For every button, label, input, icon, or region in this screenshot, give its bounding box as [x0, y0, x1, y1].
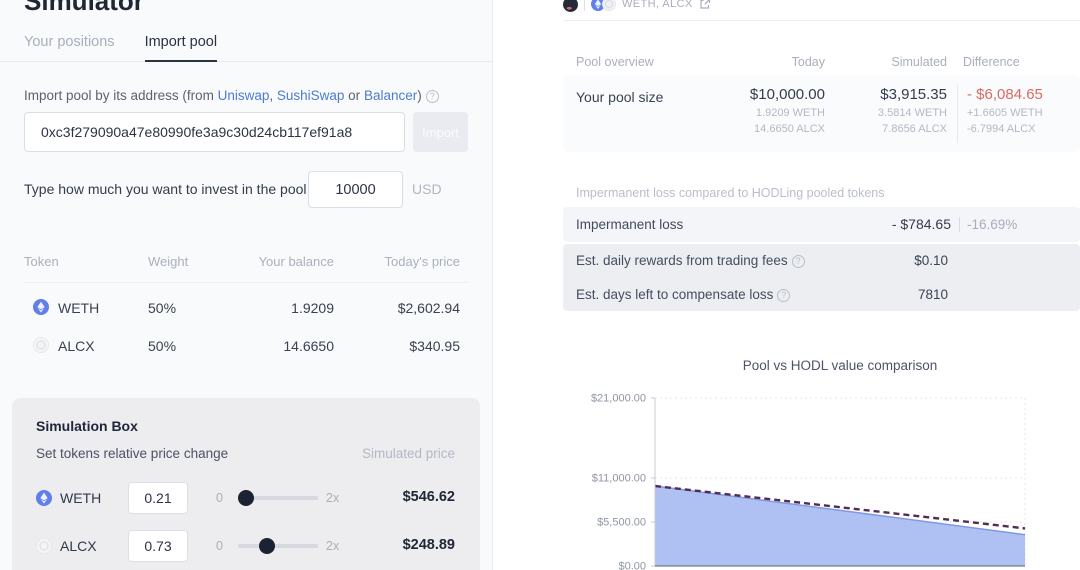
token-weight: 50% [148, 338, 177, 354]
slider-min-label: 0 [216, 491, 223, 505]
column-divider [957, 85, 958, 143]
simulator-panel: Simulator Your positions Import pool Imp… [0, 0, 493, 570]
token-symbol: ALCX [58, 338, 95, 354]
rewards-label: Est. daily rewards from trading fees [576, 253, 788, 268]
token-col-header: Token [24, 254, 59, 269]
weth-price-slider[interactable] [238, 490, 318, 506]
simulation-box-title: Simulation Box [36, 418, 138, 434]
tab-bar: Your positions Import pool [0, 34, 492, 62]
import-label-prefix: Import pool by its address (from [24, 88, 218, 103]
balance-col-header: Your balance [258, 254, 334, 269]
import-pool-label: Import pool by its address (from Uniswap… [24, 88, 439, 103]
simulated-price-value: $546.62 [402, 489, 455, 505]
tab-your-positions[interactable]: Your positions [24, 34, 115, 50]
price-col-header: Today's price [384, 254, 460, 269]
difference-usd-negative: - $6,084.65 [967, 86, 1043, 103]
weth-price-multiplier-input[interactable] [128, 482, 188, 514]
slider-max-label: 2x [326, 491, 340, 505]
pool-address-input[interactable] [24, 112, 405, 152]
tab-import-pool[interactable]: Import pool [144, 34, 218, 62]
relative-price-change-label: Set tokens relative price change [36, 446, 229, 461]
token-price: $340.95 [409, 338, 460, 354]
alcx-icon [36, 538, 52, 554]
token-balance: 14.6650 [283, 338, 334, 354]
il-usd-value: - $784.65 [891, 216, 951, 232]
pool-size-today: $10,000.00 1.9209 WETH 14.6650 ALCX [749, 86, 825, 135]
slider-min-label: 0 [216, 539, 223, 553]
header-separator [584, 0, 585, 11]
pool-size-simulated: $3,915.35 3.5814 WETH 7.8656 ALCX [877, 86, 947, 135]
info-icon[interactable]: ? [791, 255, 805, 268]
pool-size-row: Your pool size $10,000.00 1.9209 WETH 14… [563, 75, 1080, 152]
pool-size-difference: - $6,084.65 +1.6605 WETH -6.7994 ALCX [967, 86, 1043, 135]
alcx-price-multiplier-input[interactable] [128, 530, 188, 562]
svg-text:$11,000.00: $11,000.00 [592, 473, 646, 485]
pool-vs-hodl-chart: $21,000.00 $11,000.00 $5,500.00 $0.00 [591, 393, 1026, 570]
days-value: 7810 [917, 287, 948, 302]
svg-text:$5,500.00: $5,500.00 [597, 517, 646, 529]
estimates-panel: Est. daily rewards from trading fees? $0… [563, 244, 1080, 311]
daily-rewards-row: Est. daily rewards from trading fees? $0… [563, 244, 1080, 277]
pool-detail-panel: WETH, ALCX Pool overview Today Simulated… [563, 0, 1080, 570]
weth-icon [36, 490, 52, 506]
alcx-icon [602, 0, 616, 11]
page-title: Simulator [24, 0, 144, 16]
weight-col-header: Weight [148, 254, 189, 269]
il-caption: Impermanent loss compared to HODLing poo… [576, 186, 885, 200]
slider-max-label: 2x [326, 539, 340, 553]
invest-amount-label: Type how much you want to invest in the … [24, 181, 307, 197]
alcx-icon [33, 337, 49, 353]
il-percent-value: -16.69% [967, 217, 1018, 232]
pool-header: WETH, ALCX [563, 0, 711, 15]
uniswap-link[interactable]: Uniswap [217, 88, 270, 103]
info-icon[interactable]: ? [777, 289, 791, 302]
token-weight: 50% [148, 300, 177, 316]
sim-token-symbol: WETH [60, 490, 102, 506]
rewards-value: $0.10 [914, 253, 948, 268]
svg-text:$21,000.00: $21,000.00 [591, 393, 646, 405]
pool-tokens-label: WETH, ALCX [622, 0, 693, 10]
import-button[interactable]: Import [413, 112, 468, 152]
table-divider [24, 282, 469, 283]
chart-title: Pool vs HODL value comparison [742, 358, 938, 373]
slider-knob[interactable] [238, 490, 255, 506]
weth-icon [591, 0, 605, 11]
overview-header: Pool overview [576, 55, 654, 69]
token-balance: 1.9209 [291, 300, 334, 316]
days-to-compensate-row: Est. days left to compensate loss? 7810 [563, 278, 1080, 311]
svg-text:$0.00: $0.00 [618, 561, 646, 570]
header-divider [563, 20, 1080, 21]
impermanent-loss-row: Impermanent loss - $784.65 -16.69% [563, 207, 1080, 242]
sim-row-weth: WETH 0 2x $546.62 [12, 482, 480, 514]
exchange-icon [563, 0, 578, 12]
value-divider [959, 217, 960, 232]
il-label: Impermanent loss [576, 217, 684, 232]
simulated-price-header: Simulated price [361, 446, 455, 461]
currency-label: USD [412, 181, 442, 197]
weth-icon [33, 299, 49, 315]
external-link-icon[interactable] [699, 0, 711, 10]
sim-row-alcx: ALCX 0 2x $248.89 [12, 530, 480, 562]
simulated-price-value: $248.89 [402, 537, 455, 553]
balancer-link[interactable]: Balancer [363, 88, 418, 103]
slider-knob[interactable] [259, 538, 276, 554]
info-icon[interactable]: ? [425, 90, 439, 103]
token-symbol: WETH [58, 300, 100, 316]
simulation-box: Simulation Box Set tokens relative price… [12, 398, 480, 570]
alcx-price-slider[interactable] [238, 538, 318, 554]
today-header: Today [791, 55, 825, 69]
pool-size-label: Your pool size [576, 89, 664, 105]
invest-amount-input[interactable] [308, 171, 403, 208]
sushiswap-link[interactable]: SushiSwap [276, 88, 345, 103]
simulated-header: Simulated [891, 55, 947, 69]
difference-header: Difference [963, 55, 1020, 69]
days-label: Est. days left to compensate loss [576, 287, 774, 302]
token-price: $2,602.94 [397, 300, 460, 316]
sim-token-symbol: ALCX [60, 538, 97, 554]
